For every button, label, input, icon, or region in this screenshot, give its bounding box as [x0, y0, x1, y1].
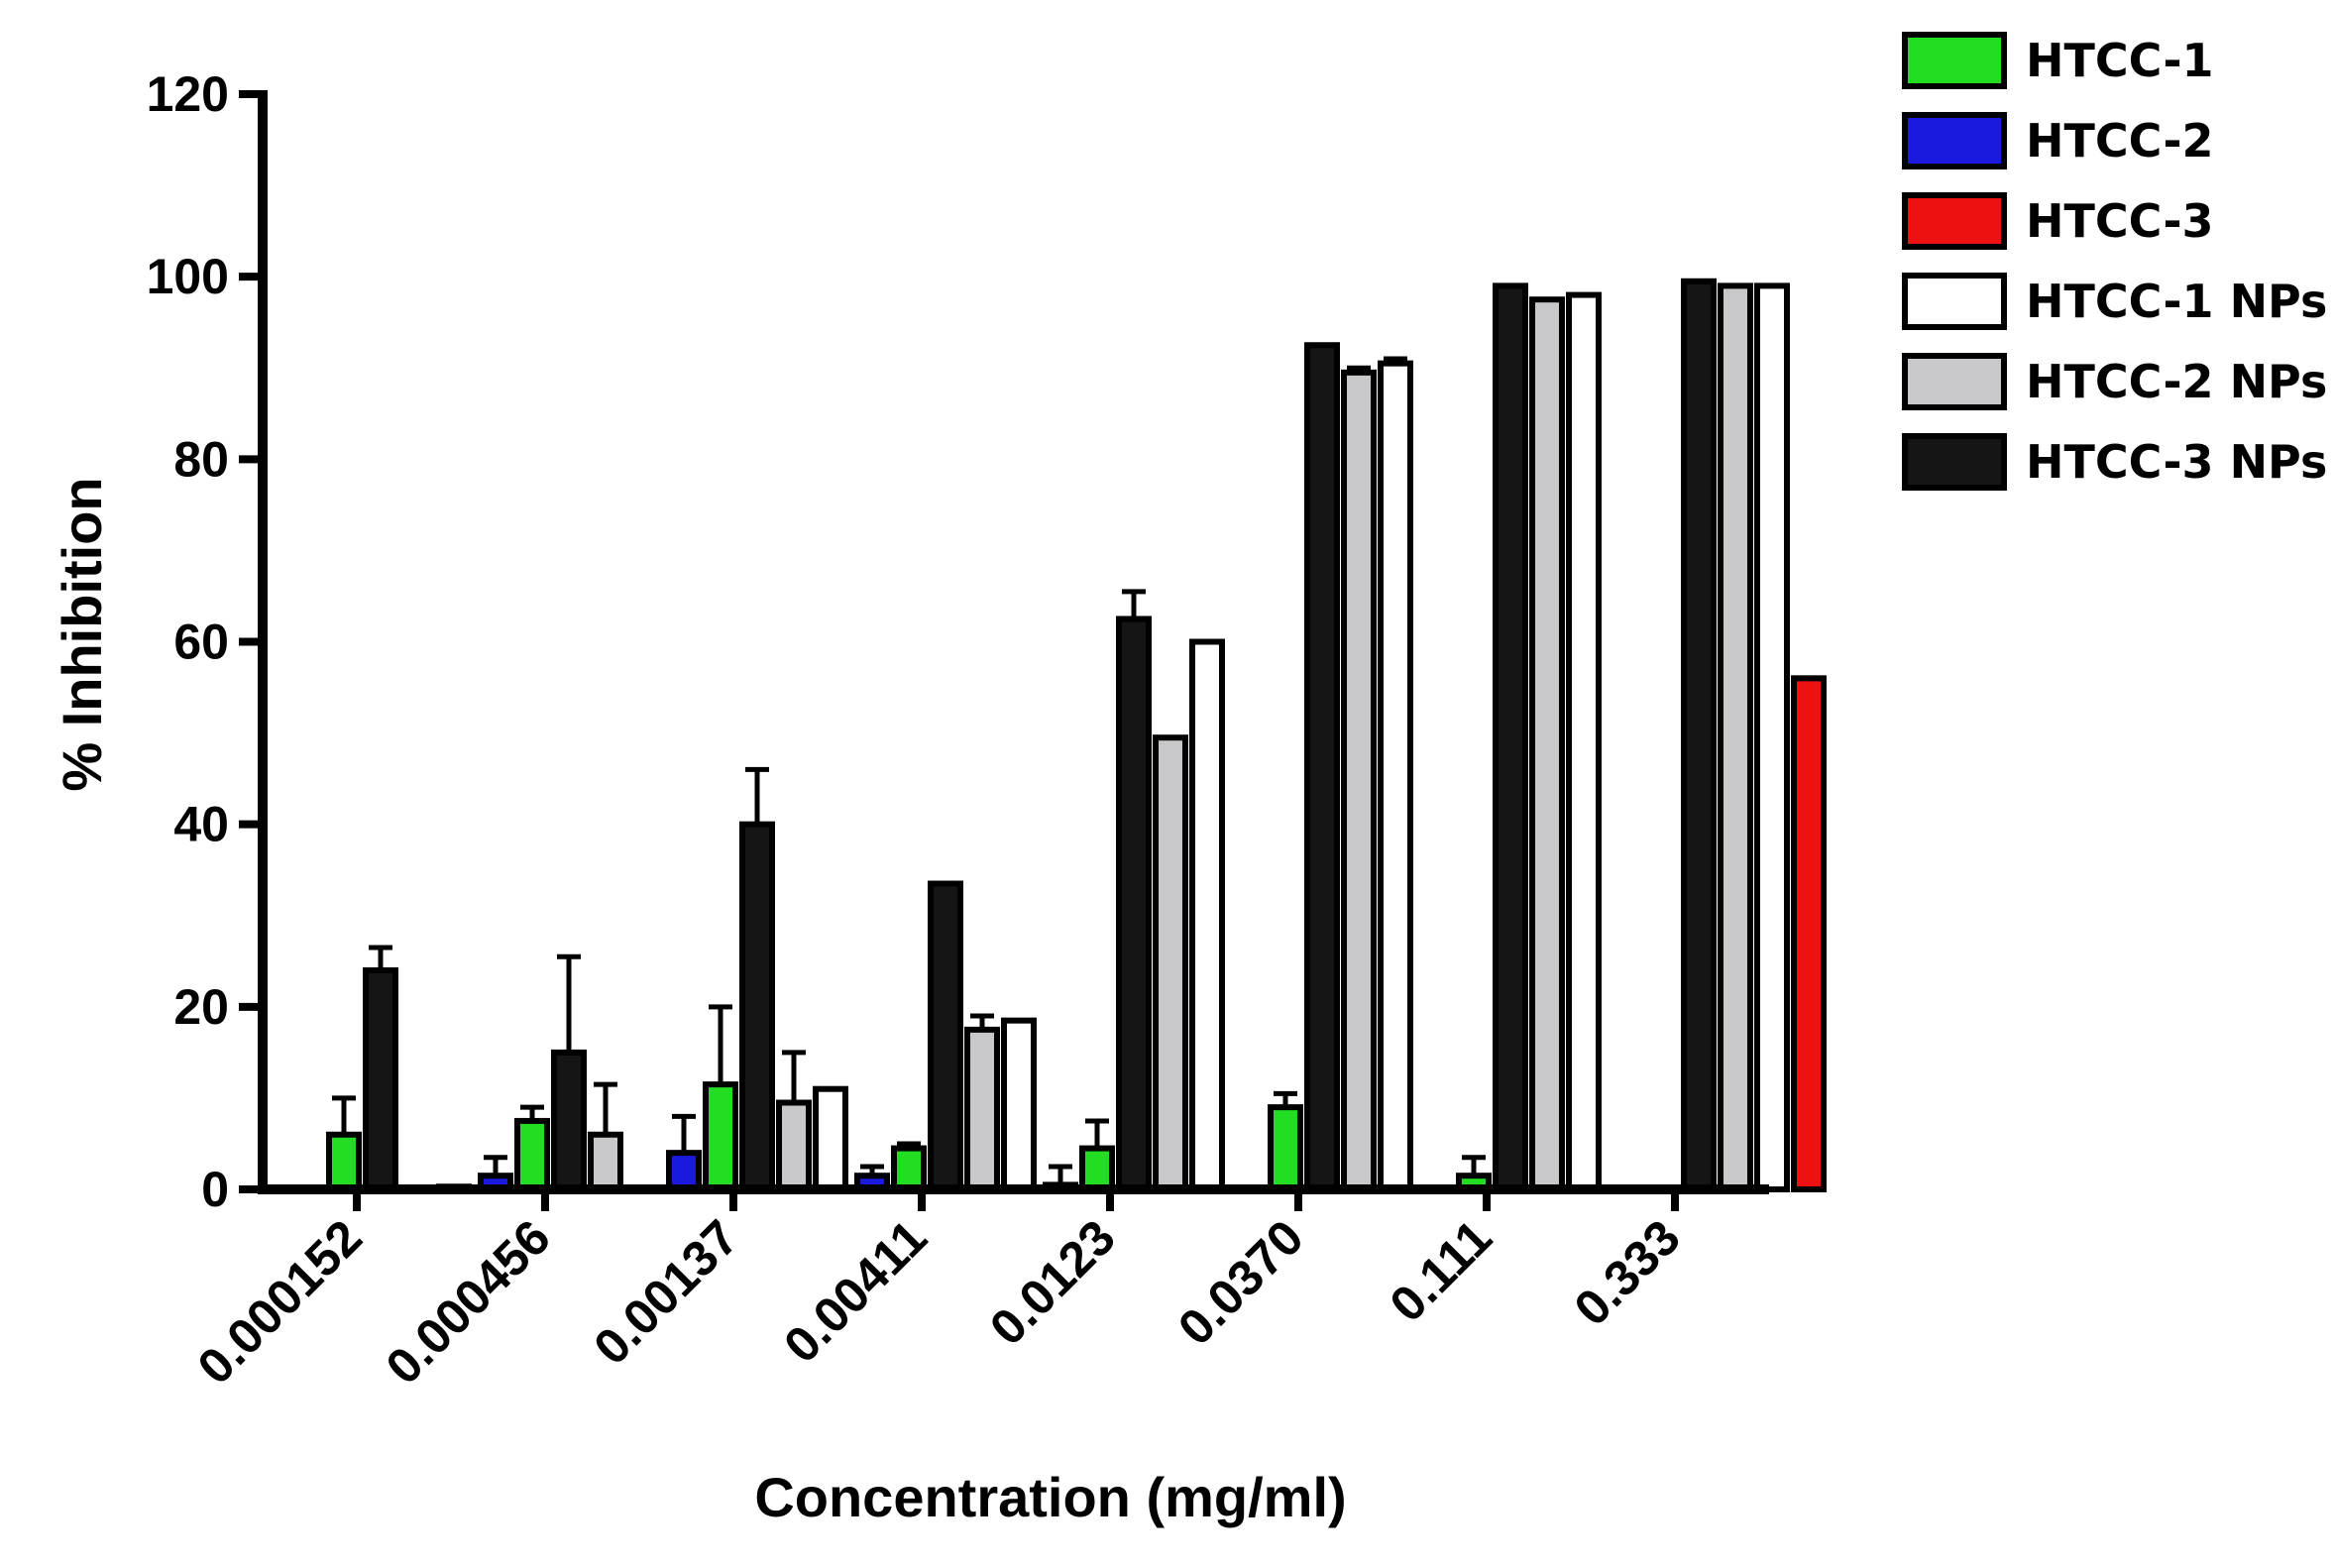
bar-htcc-3-nps-2	[739, 821, 775, 1193]
legend-label: HTCC-3	[2026, 194, 2214, 248]
legend-swatch-htcc-3-nps	[1902, 433, 2007, 491]
y-tick-label: 120	[147, 66, 229, 122]
legend: HTCC-1 HTCC-2 HTCC-3 HTCC-1 NPs HTCC-2 NPs HT…	[1902, 32, 2327, 491]
legend-label: HTCC-1	[2026, 34, 2214, 87]
bar-htcc-3-nps-0	[363, 967, 398, 1192]
y-tick-label: 20	[173, 979, 229, 1035]
bar-htcc-2-nps-4	[1153, 734, 1188, 1192]
legend-swatch-htcc-3	[1902, 192, 2007, 250]
bar-htcc-1-nps-7	[1754, 282, 1790, 1192]
bar-htcc-1-3	[891, 1145, 927, 1192]
y-tick-label: 0	[201, 1162, 229, 1217]
legend-swatch-htcc-2	[1902, 112, 2007, 169]
bar-htcc-2-nps-2	[776, 1099, 812, 1193]
bar-htcc-1-nps-5	[1378, 360, 1413, 1193]
x-tick-label: 0.333	[1564, 1209, 1691, 1336]
bar-htcc-1-nps-6	[1566, 291, 1602, 1193]
y-tick-label: 40	[173, 797, 229, 852]
x-tick-label: 0.000456	[376, 1209, 561, 1395]
legend-swatch-htcc-2-nps	[1902, 353, 2007, 410]
bar-htcc-2-nps-1	[588, 1131, 623, 1192]
legend-label: HTCC-2	[2026, 114, 2214, 168]
bar-htcc-3-nps-7	[1681, 278, 1717, 1193]
bar-htcc-1-5	[1268, 1104, 1303, 1192]
bar-htcc-1-nps-2	[813, 1085, 848, 1193]
bar-htcc-1-0	[326, 1131, 362, 1192]
bar-htcc-3-nps-3	[928, 880, 963, 1192]
x-tick-label: 0.000152	[187, 1209, 373, 1395]
bar-htcc-2-nps-6	[1529, 296, 1565, 1192]
x-tick-label: 0.111	[1380, 1209, 1502, 1332]
y-tick-label: 100	[147, 249, 229, 304]
x-axis-label: Concentration (mg/ml)	[754, 1466, 1346, 1528]
bar-htcc-1-nps-3	[1001, 1017, 1037, 1193]
bar-htcc-1-4	[1079, 1145, 1115, 1192]
bar-htcc-2-nps-3	[964, 1026, 1000, 1192]
x-tick-label: 0.0123	[979, 1209, 1126, 1356]
bar-htcc-2-nps-7	[1718, 282, 1753, 1192]
bar-htcc-3-7	[1791, 675, 1827, 1192]
x-tick-label: 0.0370	[1167, 1209, 1314, 1356]
bar-htcc-1-2	[703, 1081, 738, 1192]
bar-htcc-3-nps-4	[1116, 616, 1152, 1192]
x-tick-label: 0.00137	[583, 1209, 748, 1375]
legend-label: HTCC-1 NPs	[2026, 275, 2327, 328]
legend-swatch-htcc-1-nps	[1902, 273, 2007, 330]
legend-label: HTCC-3 NPs	[2026, 435, 2327, 489]
x-tick-label: 0.00411	[773, 1209, 937, 1373]
legend-swatch-htcc-1	[1902, 32, 2007, 89]
bar-htcc-2-2	[666, 1150, 702, 1192]
bar-htcc-3-nps-1	[551, 1049, 587, 1192]
bar-htcc-3-nps-6	[1493, 282, 1528, 1192]
bar-htcc-1-1	[514, 1117, 550, 1192]
y-axis-label: % Inhibition	[51, 477, 113, 791]
bars-layer	[326, 278, 1827, 1193]
bar-htcc-3-nps-5	[1304, 342, 1340, 1192]
y-tick-label: 60	[173, 615, 229, 670]
bar-htcc-2-nps-5	[1341, 369, 1377, 1192]
bar-htcc-1-nps-4	[1189, 638, 1225, 1192]
y-tick-label: 80	[173, 431, 229, 487]
legend-label: HTCC-2 NPs	[2026, 355, 2327, 408]
